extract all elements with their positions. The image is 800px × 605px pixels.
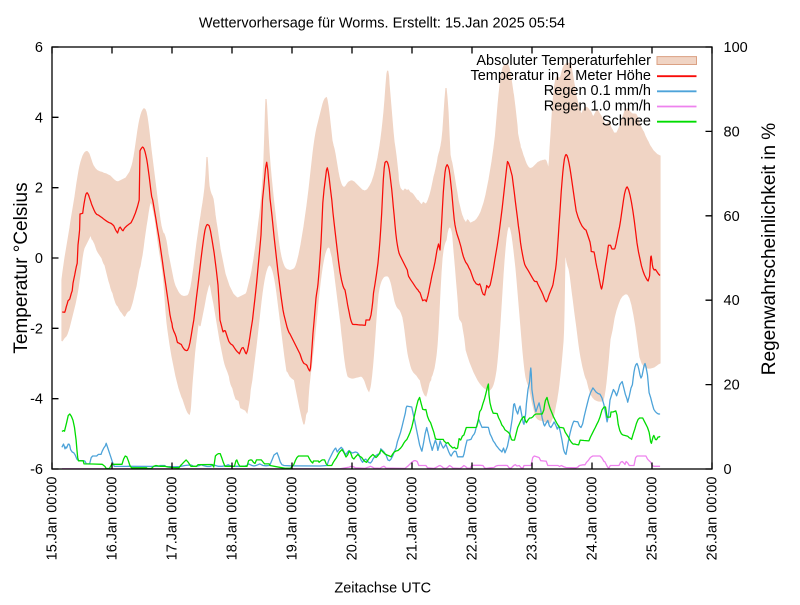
svg-text:16.Jan 00:00: 16.Jan 00:00	[105, 477, 121, 561]
svg-text:Absoluter Temperaturfehler: Absoluter Temperaturfehler	[476, 53, 651, 69]
svg-text:100: 100	[724, 40, 748, 56]
svg-text:20: 20	[724, 378, 740, 394]
svg-text:Regenwahrscheinlichkeit in %: Regenwahrscheinlichkeit in %	[759, 123, 780, 376]
svg-text:Temperatur °Celsius: Temperatur °Celsius	[11, 182, 32, 353]
svg-text:Temperatur in 2 Meter Höhe: Temperatur in 2 Meter Höhe	[470, 68, 651, 84]
svg-text:18.Jan 00:00: 18.Jan 00:00	[225, 477, 241, 561]
svg-text:24.Jan 00:00: 24.Jan 00:00	[585, 477, 601, 561]
svg-text:25.Jan 00:00: 25.Jan 00:00	[645, 477, 661, 561]
svg-text:Regen 0.1 mm/h: Regen 0.1 mm/h	[544, 83, 651, 99]
svg-text:20.Jan 00:00: 20.Jan 00:00	[345, 477, 361, 561]
svg-text:-4: -4	[30, 392, 43, 408]
svg-text:80: 80	[724, 124, 740, 140]
svg-text:23.Jan 00:00: 23.Jan 00:00	[525, 477, 541, 561]
svg-text:Wettervorhersage für Worms. Er: Wettervorhersage für Worms. Erstellt: 15…	[199, 16, 565, 32]
svg-text:Schnee: Schnee	[602, 114, 651, 130]
svg-text:-2: -2	[30, 321, 43, 337]
svg-text:Zeitachse UTC: Zeitachse UTC	[334, 581, 431, 597]
svg-text:22.Jan 00:00: 22.Jan 00:00	[465, 477, 481, 561]
svg-text:19.Jan 00:00: 19.Jan 00:00	[285, 477, 301, 561]
svg-text:0: 0	[724, 462, 732, 478]
svg-text:26.Jan 00:00: 26.Jan 00:00	[705, 477, 721, 561]
svg-text:21.Jan 00:00: 21.Jan 00:00	[405, 477, 421, 561]
svg-text:15.Jan 00:00: 15.Jan 00:00	[45, 477, 61, 561]
svg-text:2: 2	[35, 181, 43, 197]
svg-text:60: 60	[724, 209, 740, 225]
svg-text:Regen 1.0 mm/h: Regen 1.0 mm/h	[544, 98, 651, 114]
svg-text:4: 4	[35, 110, 43, 126]
svg-text:6: 6	[35, 40, 43, 56]
svg-text:0: 0	[35, 251, 43, 267]
svg-text:40: 40	[724, 293, 740, 309]
svg-text:-6: -6	[30, 462, 43, 478]
svg-text:17.Jan 00:00: 17.Jan 00:00	[165, 477, 181, 561]
